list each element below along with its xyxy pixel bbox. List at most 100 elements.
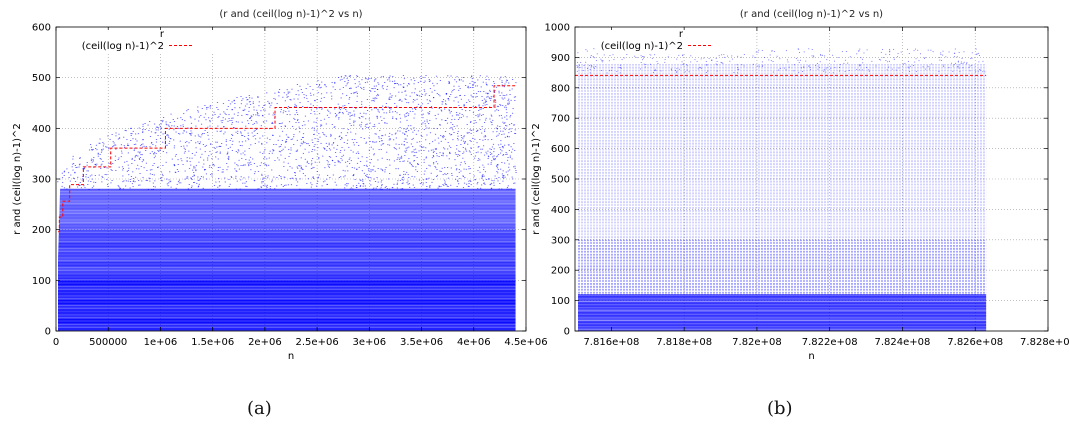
data-point bbox=[202, 166, 204, 168]
data-point bbox=[150, 131, 153, 133]
data-point bbox=[388, 136, 390, 137]
data-point bbox=[484, 136, 487, 138]
data-point bbox=[844, 71, 846, 72]
data-point bbox=[405, 113, 407, 114]
data-point bbox=[353, 122, 355, 124]
data-point bbox=[912, 65, 914, 66]
data-point bbox=[149, 180, 151, 182]
data-point bbox=[344, 170, 346, 172]
data-point bbox=[244, 154, 246, 156]
data-point bbox=[467, 143, 469, 145]
data-point bbox=[510, 99, 512, 101]
data-point bbox=[643, 63, 645, 65]
data-point bbox=[426, 167, 428, 169]
data-point bbox=[420, 182, 423, 183]
data-point bbox=[737, 72, 739, 74]
data-point bbox=[473, 157, 476, 159]
data-point bbox=[483, 154, 486, 156]
data-point bbox=[813, 56, 815, 58]
data-point bbox=[438, 108, 440, 109]
data-point bbox=[324, 134, 326, 136]
data-point bbox=[260, 125, 262, 127]
data-point bbox=[250, 161, 252, 163]
data-point bbox=[125, 180, 127, 182]
data-point bbox=[238, 168, 241, 170]
data-point bbox=[432, 97, 435, 98]
data-point bbox=[412, 184, 414, 186]
data-point bbox=[424, 80, 426, 82]
data-point bbox=[353, 124, 355, 126]
data-point bbox=[186, 157, 188, 159]
data-point bbox=[286, 139, 288, 140]
data-point bbox=[222, 171, 224, 173]
data-point bbox=[331, 144, 333, 146]
data-point bbox=[697, 68, 699, 70]
data-point bbox=[98, 174, 100, 176]
data-point bbox=[403, 144, 405, 146]
data-point bbox=[82, 176, 84, 177]
data-point bbox=[244, 164, 246, 166]
data-point bbox=[153, 123, 156, 125]
data-point bbox=[152, 165, 154, 166]
y-tick-label: 700 bbox=[551, 114, 570, 125]
data-point bbox=[384, 122, 386, 124]
data-point bbox=[503, 174, 505, 176]
data-point bbox=[436, 93, 438, 94]
data-point bbox=[459, 164, 462, 166]
data-point bbox=[497, 144, 500, 146]
data-point bbox=[232, 140, 234, 142]
x-tick-label: 1.5e+06 bbox=[191, 337, 234, 348]
data-point bbox=[290, 184, 293, 186]
data-point bbox=[498, 188, 500, 190]
data-point bbox=[590, 56, 592, 58]
data-point bbox=[322, 132, 324, 134]
data-point bbox=[423, 120, 426, 122]
data-point bbox=[197, 141, 199, 143]
data-point bbox=[159, 126, 162, 128]
data-point bbox=[413, 160, 416, 161]
data-point bbox=[160, 128, 162, 130]
data-point bbox=[138, 127, 140, 129]
data-point bbox=[448, 99, 450, 101]
data-point bbox=[957, 60, 959, 62]
data-point bbox=[63, 171, 65, 173]
data-point bbox=[839, 70, 841, 72]
data-point bbox=[407, 129, 410, 131]
data-point bbox=[61, 185, 63, 187]
data-point bbox=[240, 103, 242, 105]
data-point bbox=[90, 146, 92, 148]
data-point bbox=[271, 169, 273, 171]
data-point bbox=[432, 179, 434, 181]
data-point bbox=[482, 105, 484, 107]
data-point bbox=[457, 119, 460, 120]
data-point bbox=[248, 162, 251, 164]
data-point bbox=[467, 132, 469, 134]
data-point bbox=[285, 134, 288, 136]
data-point bbox=[477, 188, 479, 190]
data-point bbox=[389, 110, 391, 112]
data-point bbox=[474, 138, 476, 140]
data-point bbox=[115, 170, 117, 171]
data-point bbox=[443, 184, 445, 186]
data-point bbox=[347, 170, 349, 172]
data-point bbox=[352, 185, 354, 187]
data-point bbox=[414, 148, 417, 150]
data-point bbox=[191, 185, 193, 187]
data-point bbox=[219, 145, 221, 147]
data-point bbox=[371, 109, 373, 111]
data-point bbox=[197, 110, 199, 112]
y-tick-label: 300 bbox=[32, 175, 51, 186]
data-point bbox=[431, 107, 433, 109]
data-point bbox=[237, 112, 239, 114]
data-point bbox=[204, 169, 206, 170]
data-point bbox=[183, 147, 185, 149]
data-point bbox=[479, 113, 481, 115]
data-point bbox=[462, 157, 464, 159]
data-point bbox=[359, 83, 361, 85]
data-point bbox=[375, 78, 377, 80]
data-point bbox=[513, 96, 516, 98]
data-point bbox=[435, 75, 438, 77]
data-point bbox=[501, 162, 503, 163]
data-point bbox=[471, 76, 473, 78]
data-point bbox=[501, 92, 503, 94]
